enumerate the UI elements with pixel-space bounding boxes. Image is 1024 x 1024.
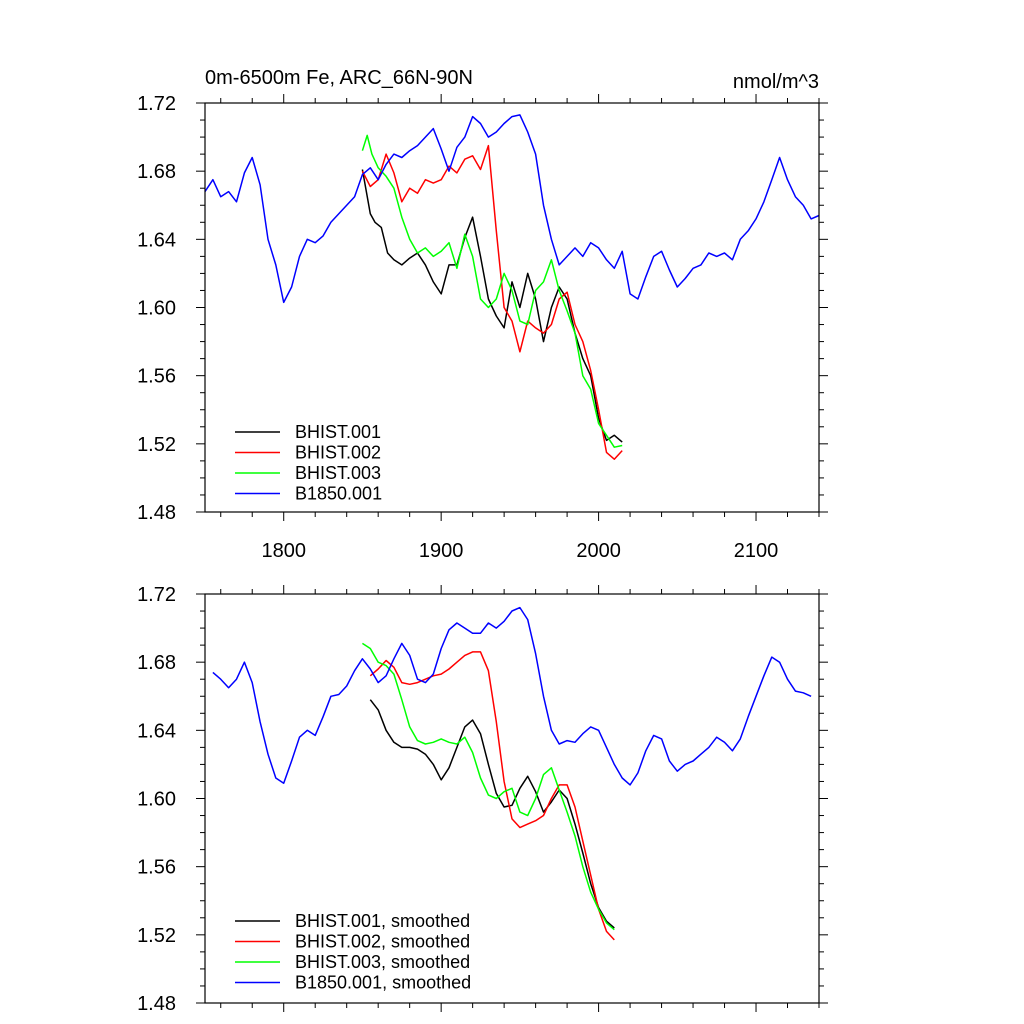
- y-tick-label: 1.52: [137, 925, 176, 947]
- legend-label: BHIST.001, smoothed: [295, 911, 470, 931]
- top-panel: 0m-6500m Fe, ARC_66N-90N nmol/m^3 1.481.…: [137, 67, 828, 562]
- series-line-bhist-001: [361, 169, 623, 443]
- y-tick-label: 1.64: [137, 720, 176, 742]
- legend-label: BHIST.001: [295, 422, 381, 442]
- y-tick-label: 1.56: [137, 857, 176, 879]
- series-line-b1850-001: [204, 114, 820, 304]
- x-tick-label: 1800: [261, 540, 306, 562]
- bottom-axes: 1.48 1.52 1.56 1.60 1.64 1.68 1.72: [137, 584, 828, 1015]
- bottom-series-group: [212, 606, 812, 941]
- legend-label: BHIST.003: [295, 463, 381, 483]
- y-tick-label: 1.48: [137, 502, 176, 524]
- y-tick-label: 1.48: [137, 993, 176, 1015]
- y-tick-label: 1.68: [137, 652, 176, 674]
- top-series-group: [204, 114, 820, 460]
- series-line-b1850-001: [212, 606, 812, 786]
- series-line-bhist-002: [369, 651, 615, 941]
- x-tick-label: 1900: [419, 540, 464, 562]
- legend-label: B1850.001, smoothed: [295, 973, 471, 993]
- top-axes: 1.48 1.52 1.56 1.60 1.64 1.68 1.72 1800 1900 2000…: [137, 93, 828, 562]
- legend-label: BHIST.002, smoothed: [295, 932, 470, 952]
- series-line-bhist-003: [361, 642, 615, 931]
- chart-title: 0m-6500m Fe, ARC_66N-90N: [205, 67, 473, 89]
- series-line-bhist-001: [369, 699, 615, 929]
- y-tick-label: 1.72: [137, 584, 176, 606]
- units-label: nmol/m^3: [733, 71, 819, 93]
- y-tick-label: 1.64: [137, 229, 176, 251]
- y-tick-label: 1.72: [137, 93, 176, 115]
- legend-label: BHIST.003, smoothed: [295, 952, 470, 972]
- bottom-panel: 1.48 1.52 1.56 1.60 1.64 1.68 1.72 BHIST.001, …: [137, 584, 828, 1015]
- legend-label: BHIST.002: [295, 443, 381, 463]
- y-tick-label: 1.60: [137, 298, 176, 320]
- bottom-plot-frame: [204, 593, 820, 1004]
- y-tick-label: 1.68: [137, 161, 176, 183]
- legend-label: B1850.001: [295, 484, 382, 504]
- y-tick-label: 1.56: [137, 366, 176, 388]
- y-tick-label: 1.60: [137, 789, 176, 811]
- series-line-bhist-003: [361, 134, 623, 448]
- series-line-bhist-002: [361, 144, 623, 460]
- x-tick-label: 2000: [576, 540, 621, 562]
- x-tick-label: 2100: [734, 540, 779, 562]
- top-plot-frame: [204, 102, 820, 513]
- y-tick-label: 1.52: [137, 434, 176, 456]
